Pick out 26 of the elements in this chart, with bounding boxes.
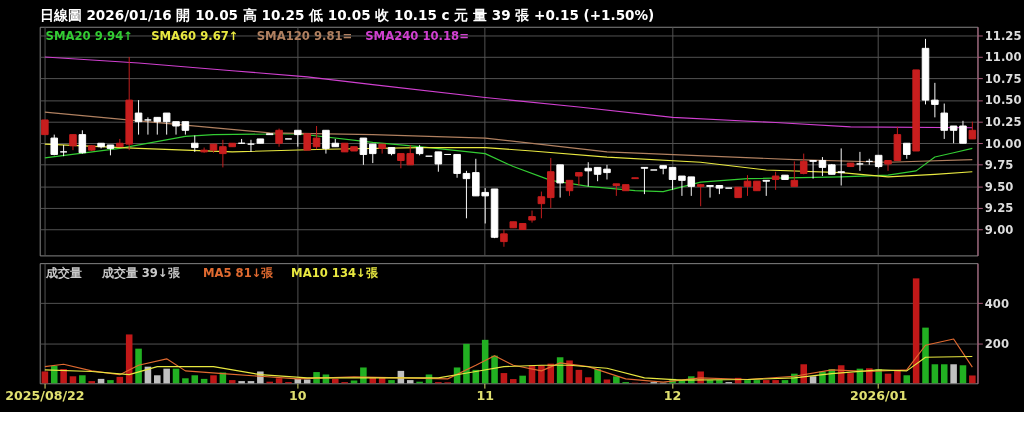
- text: MA10 134↓張: [291, 265, 379, 280]
- y-tick-label: 9.75: [984, 158, 1014, 173]
- chart-title: 成交量: [44, 265, 82, 280]
- x-tick-label: 12: [663, 388, 682, 404]
- y-tick-label: 10.75: [984, 71, 1022, 86]
- y-tick-label: 9.00: [984, 222, 1014, 237]
- y-tick-label: 200: [984, 336, 1009, 351]
- chart-title: 日線圖 2026/01/16 開 10.05 高 10.25 低 10.05 收 10.15 c 元 量 39 張 +0.15 (+1.50%): [39, 6, 655, 23]
- x-tick-label: 2026/01: [850, 388, 908, 404]
- text: SMA120 9.81=: [256, 29, 353, 44]
- y-tick-label: 11.00: [984, 50, 1022, 65]
- y-tick-label: 11.25: [984, 28, 1022, 43]
- y-tick-label: 10.00: [984, 136, 1022, 151]
- text: 成交量 39↓張: [100, 265, 181, 280]
- y-tick-label: 9.25: [984, 201, 1014, 216]
- y-tick-label: 9.50: [984, 179, 1014, 194]
- text: MA5 81↓張: [202, 265, 275, 280]
- y-tick-label: 10.50: [984, 93, 1022, 108]
- text: SMA20 9.94↑: [45, 29, 133, 44]
- y-tick-label: 400: [984, 296, 1009, 311]
- text: SMA60 9.67↑: [151, 29, 239, 44]
- y-tick-label: 10.25: [984, 115, 1022, 130]
- x-tick-label: 10: [289, 388, 307, 404]
- x-tick-label: 11: [476, 388, 494, 404]
- x-tick-label: 2025/08/22: [5, 388, 85, 404]
- text: SMA240 10.18=: [365, 29, 469, 44]
